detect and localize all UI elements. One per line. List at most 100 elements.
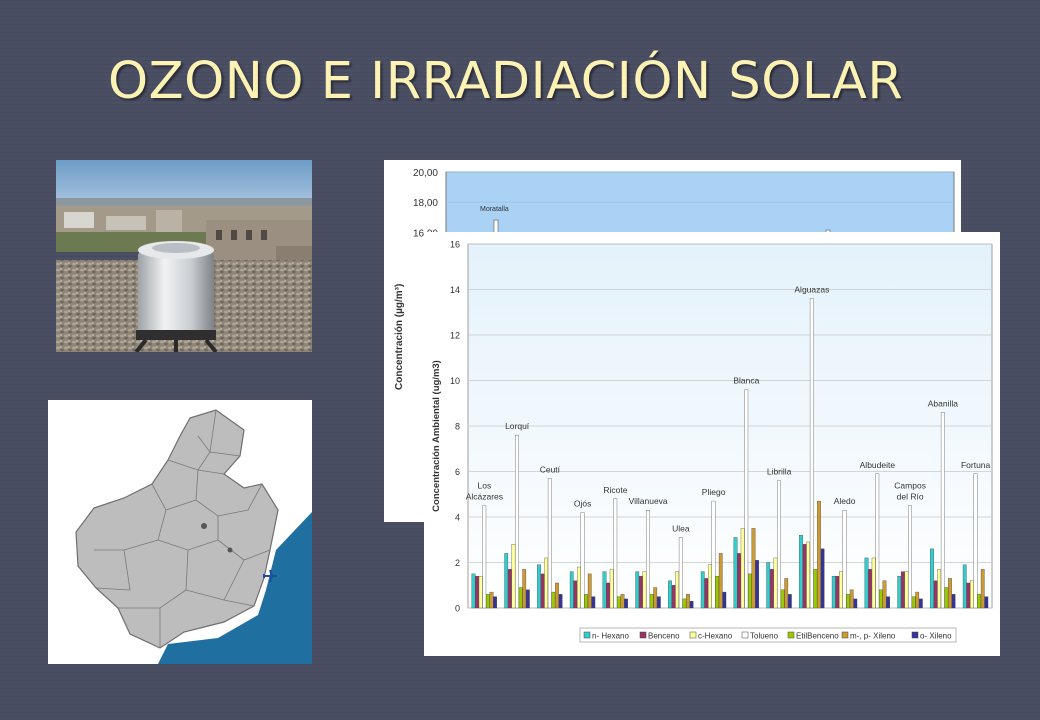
category-label: Albudeite (860, 460, 896, 470)
bar (649, 594, 654, 609)
legend-swatch (741, 631, 749, 639)
bar (478, 575, 483, 609)
bar (471, 573, 476, 609)
bar (740, 528, 745, 609)
bar (806, 541, 811, 609)
legend-label: Tolueno (750, 632, 779, 641)
bar (980, 569, 985, 609)
y-tick-label: 14 (450, 285, 460, 295)
category-label: Librilla (767, 467, 792, 477)
bar (620, 594, 625, 609)
bar (802, 544, 807, 609)
bar (686, 594, 690, 609)
legend-swatch (911, 631, 919, 639)
y-axis-label: Concentración Ambiental (ug/m3) (431, 360, 442, 512)
bar (900, 571, 905, 609)
bar (868, 569, 872, 609)
legend-label: n- Hexano (592, 632, 629, 641)
bar (547, 478, 552, 609)
category-label: Ceutí (540, 464, 561, 474)
bar (839, 571, 843, 609)
bar (984, 596, 989, 609)
ozone-sensor-photo (56, 160, 312, 352)
bar (635, 571, 640, 609)
bar (766, 562, 771, 609)
category-label: Fortuna (961, 460, 991, 470)
back-y-axis-label: Concentración (µg/m³) (394, 284, 405, 390)
category-label: Los (478, 481, 492, 491)
category-label: del Río (897, 492, 924, 502)
y-tick-label: 4 (455, 513, 460, 523)
bar (675, 571, 680, 609)
bar (700, 571, 705, 609)
bar (813, 569, 818, 609)
bar (624, 598, 628, 609)
category-label: Blanca (733, 376, 759, 386)
bar (646, 509, 650, 609)
bar (799, 535, 803, 609)
bar (973, 473, 978, 609)
bar (733, 537, 738, 609)
bar (609, 569, 614, 609)
bar (544, 557, 549, 609)
category-label: Ricote (603, 485, 627, 495)
bar (580, 512, 585, 609)
legend-swatch (841, 631, 849, 639)
bar (475, 575, 479, 609)
y-tick-label: 0 (455, 604, 460, 614)
bar (711, 500, 716, 609)
bar (853, 598, 858, 609)
bar (747, 573, 752, 609)
bar (577, 566, 581, 609)
bar (962, 564, 967, 609)
bar (970, 580, 974, 609)
legend-label: c-Hexano (698, 632, 733, 641)
bar (485, 594, 490, 609)
legend-swatch (583, 631, 591, 639)
bar (613, 498, 618, 609)
bar (842, 509, 847, 609)
bar (966, 582, 971, 609)
back-y-tick-label: 20,00 (413, 168, 438, 179)
category-label: Campos (894, 481, 926, 491)
legend-box (579, 627, 957, 643)
bar (831, 575, 836, 609)
bar (504, 553, 509, 609)
bar (551, 591, 556, 609)
bar (835, 575, 840, 609)
bar (555, 582, 559, 609)
bar (515, 434, 519, 609)
bar (930, 548, 934, 609)
bar (871, 557, 876, 609)
bar (784, 578, 789, 609)
y-tick-label: 16 (450, 240, 460, 250)
legend-label: EtilBenceno (796, 632, 839, 641)
bar (606, 582, 610, 609)
back-station-label: Moratalla (480, 206, 509, 213)
bar (787, 594, 792, 609)
bar (951, 594, 956, 609)
slide-title: OZONO E IRRADIACIÓN SOLAR (108, 52, 904, 111)
category-label: Ojós (574, 498, 591, 508)
bar (918, 598, 923, 609)
bar (507, 569, 512, 609)
airplane-icon (263, 569, 277, 583)
bar (671, 585, 676, 609)
bar (769, 569, 774, 609)
bar (569, 571, 574, 609)
bar (886, 596, 890, 609)
category-label: Aledo (834, 496, 856, 506)
legend-label: Benceno (648, 632, 680, 641)
bar (846, 594, 850, 609)
bar (897, 575, 902, 609)
bar (940, 412, 945, 609)
bar (977, 594, 981, 609)
bar (518, 587, 523, 609)
legend-swatch (639, 631, 647, 639)
bar (817, 500, 821, 609)
bar (744, 389, 749, 609)
bar (911, 596, 916, 609)
bar (653, 587, 658, 609)
legend-swatch (689, 631, 697, 639)
bar (944, 587, 949, 609)
